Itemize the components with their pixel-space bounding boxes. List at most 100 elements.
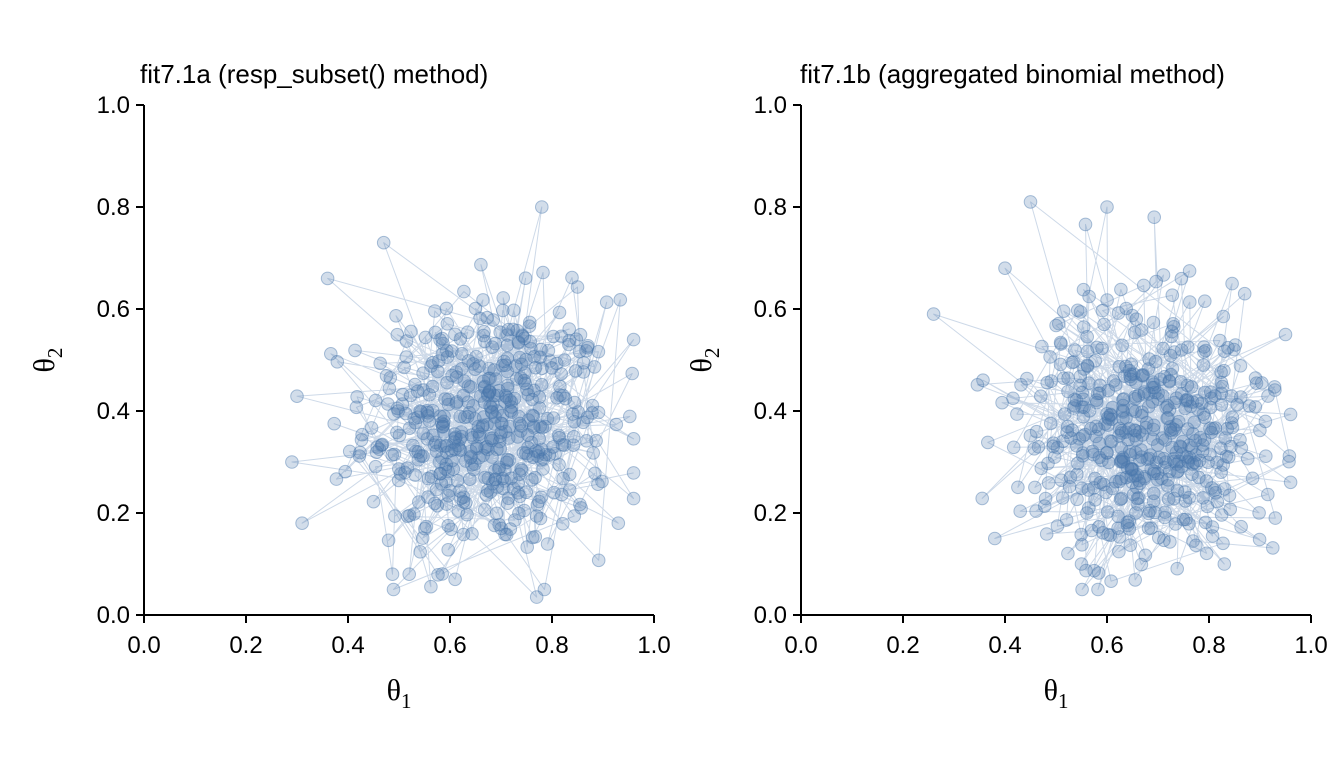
data-point [1214, 386, 1229, 401]
data-point [591, 405, 606, 420]
data-point [587, 360, 602, 374]
data-point [484, 404, 499, 419]
data-point [1156, 389, 1170, 403]
y-tick-label: 1.0 [754, 92, 787, 119]
data-point [1119, 470, 1134, 485]
data-point [512, 506, 526, 521]
data-point [338, 464, 352, 479]
data-point [472, 359, 486, 373]
data-point [461, 354, 476, 368]
data-point [1034, 461, 1049, 476]
data-point [1081, 501, 1096, 515]
data-point [1160, 411, 1174, 426]
data-point [1208, 421, 1223, 435]
data-point [486, 313, 501, 327]
data-point [562, 333, 577, 348]
data-point [1096, 526, 1110, 540]
data-point [382, 381, 397, 396]
data-point [1123, 369, 1138, 384]
data-point [1185, 457, 1200, 471]
data-point [533, 511, 548, 526]
data-point [1178, 485, 1192, 499]
data-point [1189, 538, 1203, 553]
data-point [1190, 394, 1205, 408]
data-point [581, 339, 595, 353]
data-point [494, 425, 509, 440]
data-point [510, 323, 525, 338]
data-point [1035, 339, 1049, 354]
data-point [451, 504, 466, 518]
data-point [411, 445, 426, 460]
data-point [368, 459, 383, 474]
data-point [1125, 462, 1139, 476]
data-point [511, 335, 526, 349]
data-point [1204, 391, 1219, 406]
data-point [451, 438, 466, 453]
data-point [554, 329, 569, 344]
data-point [525, 530, 540, 545]
data-point [490, 480, 505, 494]
data-point [481, 371, 496, 386]
data-point [1169, 457, 1184, 471]
data-point [476, 374, 491, 389]
data-point [1080, 344, 1095, 359]
data-point [1205, 481, 1219, 495]
data-point [1172, 454, 1187, 469]
data-point [1178, 494, 1193, 508]
data-point [521, 387, 536, 402]
data-point [487, 388, 501, 403]
data-point [1133, 476, 1147, 491]
data-point [1197, 345, 1211, 359]
data-point [488, 336, 503, 351]
data-point [1101, 410, 1115, 425]
data-point [1101, 455, 1116, 470]
data-point [585, 398, 600, 413]
data-point [390, 425, 404, 440]
data-point [392, 428, 407, 443]
data-point [427, 438, 442, 452]
data-point [1192, 470, 1206, 485]
data-point [988, 531, 1002, 546]
data-point [1176, 512, 1191, 527]
data-point [579, 344, 594, 358]
data-point [549, 356, 564, 371]
data-point [1127, 325, 1142, 340]
data-point [1160, 479, 1175, 493]
data-point [1074, 557, 1089, 571]
data-point [407, 412, 422, 426]
data-point [464, 428, 479, 442]
data-point [421, 409, 435, 423]
data-point [503, 522, 518, 536]
data-point [528, 470, 542, 485]
data-point [370, 440, 384, 454]
data-point [567, 395, 582, 410]
data-point [400, 461, 415, 475]
data-point [1150, 438, 1165, 452]
data-point [421, 490, 435, 504]
data-point [1101, 383, 1116, 398]
data-point [1234, 519, 1248, 534]
data-point [483, 385, 497, 400]
data-point [1054, 473, 1069, 488]
data-point [402, 567, 417, 582]
data-point [532, 390, 547, 404]
data-point [391, 473, 406, 488]
data-point [1191, 402, 1205, 417]
data-point [1129, 506, 1143, 520]
data-point [1092, 386, 1107, 401]
data-point [487, 363, 501, 377]
data-point [532, 401, 547, 415]
data-point [1027, 442, 1042, 456]
data-point [1193, 430, 1208, 445]
data-point [329, 472, 344, 486]
data-point [1082, 376, 1096, 391]
data-point [386, 582, 401, 597]
data-point [1125, 403, 1140, 417]
data-point [408, 468, 423, 482]
data-point [433, 466, 448, 481]
data-point [519, 446, 533, 461]
data-point [482, 384, 497, 398]
data-point [1128, 469, 1142, 483]
data-point [1245, 471, 1260, 486]
data-point [1198, 515, 1213, 530]
